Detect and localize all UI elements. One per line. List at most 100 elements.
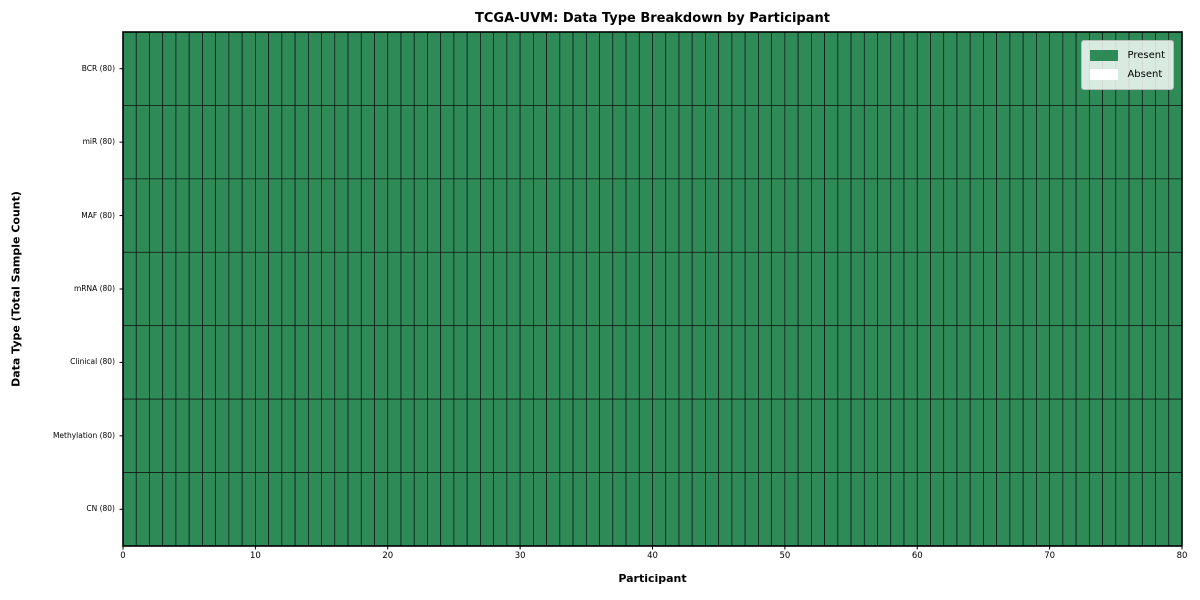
- heatmap-cell: [1009, 251, 1024, 327]
- heatmap-cell: [281, 31, 296, 106]
- heatmap-cell: [321, 325, 336, 400]
- heatmap-cell: [625, 472, 640, 547]
- heatmap-cell: [1168, 325, 1183, 400]
- heatmap-cell: [824, 105, 839, 180]
- heatmap-cell: [453, 178, 468, 253]
- heatmap-cell: [427, 178, 442, 253]
- heatmap-cell: [519, 325, 534, 400]
- heatmap-cell: [1022, 325, 1037, 400]
- heatmap-cell: [797, 31, 812, 106]
- heatmap-cell: [387, 105, 402, 180]
- heatmap-cell: [585, 105, 600, 180]
- heatmap-cell: [705, 398, 720, 473]
- heatmap-cell: [453, 472, 468, 547]
- heatmap-cell: [135, 325, 150, 400]
- heatmap-cell: [493, 251, 508, 327]
- heatmap-cell: [758, 251, 772, 327]
- heatmap-cell: [1009, 178, 1024, 253]
- heatmap-cell: [188, 31, 203, 106]
- heatmap-cell: [877, 105, 892, 180]
- heatmap-cell: [771, 472, 786, 547]
- heatmap-cell: [321, 31, 336, 106]
- heatmap-cell: [705, 178, 720, 253]
- heatmap-cell: [149, 325, 164, 400]
- heatmap-cell: [1075, 105, 1090, 180]
- heatmap-cell: [1155, 398, 1170, 473]
- heatmap-cell: [625, 251, 640, 327]
- heatmap-cell: [1128, 251, 1143, 327]
- heatmap-cell: [281, 251, 296, 327]
- heatmap-cell: [506, 398, 521, 473]
- heatmap-cell: [281, 398, 296, 473]
- heatmap-cell: [149, 178, 164, 253]
- heatmap-cell: [334, 398, 349, 473]
- y-tick-label: MAF (80): [81, 210, 115, 220]
- heatmap-cell: [480, 31, 495, 106]
- heatmap-cell: [983, 472, 998, 547]
- heatmap-cell: [228, 472, 243, 547]
- heatmap-cell: [956, 31, 971, 106]
- heatmap-cell: [665, 105, 680, 180]
- heatmap-cell: [400, 398, 415, 473]
- heatmap-cell: [652, 398, 667, 473]
- heatmap-cell: [149, 472, 164, 547]
- heatmap-cell: [916, 398, 931, 473]
- heatmap-cell: [387, 398, 402, 473]
- absent-swatch-icon: [1090, 69, 1119, 80]
- legend-label-absent: Absent: [1127, 69, 1163, 80]
- heatmap-cell: [506, 105, 521, 180]
- heatmap-cell: [360, 325, 375, 400]
- heatmap-cell: [877, 325, 892, 400]
- heatmap-cell: [771, 105, 786, 180]
- heatmap-cell: [268, 398, 283, 473]
- heatmap-cell: [863, 31, 878, 106]
- heatmap-cell: [135, 178, 150, 253]
- heatmap-cell: [175, 105, 190, 180]
- heatmap-cell: [546, 31, 561, 106]
- heatmap-cell: [493, 325, 508, 400]
- heatmap-cell: [810, 325, 825, 400]
- heatmap-cell: [1168, 105, 1183, 180]
- heatmap-cell: [440, 178, 455, 253]
- heatmap-cell: [546, 105, 561, 180]
- heatmap-cell: [559, 178, 574, 253]
- heatmap-cell: [162, 105, 177, 180]
- heatmap-cell: [374, 31, 389, 106]
- heatmap-cell: [1075, 398, 1090, 473]
- chart-title: TCGA-UVM: Data Type Breakdown by Partici…: [475, 11, 830, 26]
- heatmap-cell: [625, 398, 640, 473]
- heatmap-cell: [1049, 325, 1064, 400]
- heatmap-cell: [638, 472, 653, 547]
- heatmap-cell: [1009, 31, 1024, 106]
- heatmap-cell: [493, 105, 508, 180]
- heatmap-cell: [387, 251, 402, 327]
- heatmap-cell: [546, 472, 561, 547]
- heatmap-cell: [427, 105, 442, 180]
- heatmap-cell: [691, 105, 706, 180]
- heatmap-cell: [625, 105, 640, 180]
- heatmap-cell: [466, 178, 481, 253]
- heatmap-cell: [188, 472, 203, 547]
- heatmap-cell: [533, 178, 547, 253]
- heatmap-cell: [572, 31, 587, 106]
- heatmap-cell: [1141, 472, 1156, 547]
- heatmap-cell: [625, 178, 640, 253]
- heatmap-cell: [916, 31, 931, 106]
- heatmap-cell: [996, 251, 1011, 327]
- heatmap-cell: [784, 31, 799, 106]
- heatmap-cell: [824, 31, 839, 106]
- heatmap-cell: [744, 472, 759, 547]
- heatmap-cell: [850, 31, 865, 106]
- heatmap-cell: [678, 325, 693, 400]
- heatmap-cell: [215, 31, 230, 106]
- heatmap-cell: [665, 178, 680, 253]
- heatmap-cell: [797, 472, 812, 547]
- heatmap-cell: [797, 398, 812, 473]
- heatmap-cell: [585, 251, 600, 327]
- heatmap-cell: [493, 31, 508, 106]
- heatmap-cell: [758, 398, 772, 473]
- heatmap-cell: [162, 251, 177, 327]
- heatmap-cell: [559, 31, 574, 106]
- heatmap-cell: [1115, 251, 1130, 327]
- heatmap-cell: [440, 251, 455, 327]
